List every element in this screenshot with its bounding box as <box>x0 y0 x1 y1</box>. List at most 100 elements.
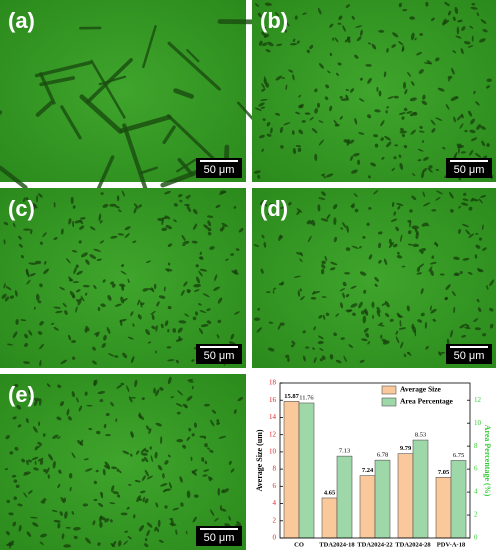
particle <box>198 327 204 335</box>
particle <box>150 455 153 463</box>
particle <box>447 10 452 16</box>
particle <box>199 310 207 314</box>
particle <box>119 283 126 288</box>
particle <box>77 297 82 306</box>
x-tick-label: TDA2024-28 <box>395 541 431 548</box>
particle <box>34 260 42 265</box>
particle <box>398 112 406 115</box>
particle <box>142 288 148 292</box>
particle <box>167 376 172 385</box>
particle <box>368 207 372 210</box>
particle <box>39 320 44 326</box>
particle <box>391 167 395 172</box>
particle <box>262 118 266 121</box>
particle <box>187 194 191 198</box>
particle <box>57 436 61 439</box>
particle <box>64 511 68 519</box>
particle <box>359 271 367 276</box>
particle <box>114 303 122 307</box>
particle <box>200 324 209 328</box>
particle <box>167 454 171 458</box>
particle <box>18 524 22 532</box>
particle <box>342 222 347 229</box>
particle <box>396 255 403 259</box>
particle <box>120 296 125 304</box>
particle <box>429 261 437 265</box>
particle <box>181 234 186 241</box>
particle <box>206 215 214 218</box>
particle <box>486 143 490 148</box>
particle <box>96 430 101 435</box>
particle <box>238 227 244 233</box>
particle <box>387 96 394 100</box>
particle <box>468 110 473 117</box>
particle <box>23 471 31 475</box>
particle <box>412 173 416 177</box>
value-label: 6.75 <box>453 452 464 459</box>
particle <box>351 245 359 249</box>
particle <box>85 537 91 544</box>
particle <box>317 204 321 212</box>
particle <box>409 219 412 228</box>
particle <box>84 391 88 396</box>
particle <box>255 3 259 7</box>
particle <box>121 285 125 291</box>
particle <box>85 468 93 472</box>
particle <box>325 173 334 178</box>
particle <box>145 329 151 336</box>
particle <box>461 335 467 338</box>
particle <box>67 416 72 421</box>
crystal <box>39 72 56 105</box>
particle <box>486 78 492 82</box>
particle <box>167 305 172 310</box>
particle <box>81 252 88 258</box>
particle <box>257 307 260 311</box>
particle <box>29 273 36 277</box>
particle <box>146 529 150 537</box>
particle <box>216 419 220 423</box>
particle <box>324 255 328 262</box>
particle <box>115 418 118 422</box>
particle <box>193 494 199 498</box>
crystal <box>186 49 200 63</box>
particle <box>313 326 316 331</box>
particle <box>83 458 89 461</box>
particle <box>457 19 463 23</box>
particle <box>461 26 466 31</box>
particle <box>459 123 464 129</box>
crystal <box>35 100 54 117</box>
particle <box>193 223 198 230</box>
particle <box>437 87 445 92</box>
particle <box>182 240 190 245</box>
particle <box>175 359 179 364</box>
particle <box>144 449 149 453</box>
particle <box>329 267 336 271</box>
particle <box>381 157 385 160</box>
particle <box>117 233 125 236</box>
micrograph: (c) 50 μm <box>0 188 246 368</box>
particle <box>191 433 195 437</box>
particle <box>353 193 358 197</box>
particle <box>144 543 149 548</box>
particle <box>475 232 479 235</box>
particle <box>260 106 265 109</box>
particle <box>166 346 172 349</box>
particle <box>385 141 392 148</box>
particle <box>203 224 209 230</box>
particle <box>329 52 333 57</box>
particle <box>27 490 33 495</box>
particle <box>80 295 85 302</box>
particle <box>195 276 201 284</box>
particle <box>188 380 194 383</box>
particle <box>128 396 133 403</box>
particle <box>423 156 429 161</box>
particle <box>460 151 466 154</box>
particle <box>26 459 29 466</box>
particle <box>445 103 450 110</box>
x-tick-label: PDV-A-18 <box>437 541 466 548</box>
particle <box>416 51 423 56</box>
particle <box>33 397 41 402</box>
particle <box>235 248 240 252</box>
particle <box>354 208 359 213</box>
particle <box>164 505 168 509</box>
